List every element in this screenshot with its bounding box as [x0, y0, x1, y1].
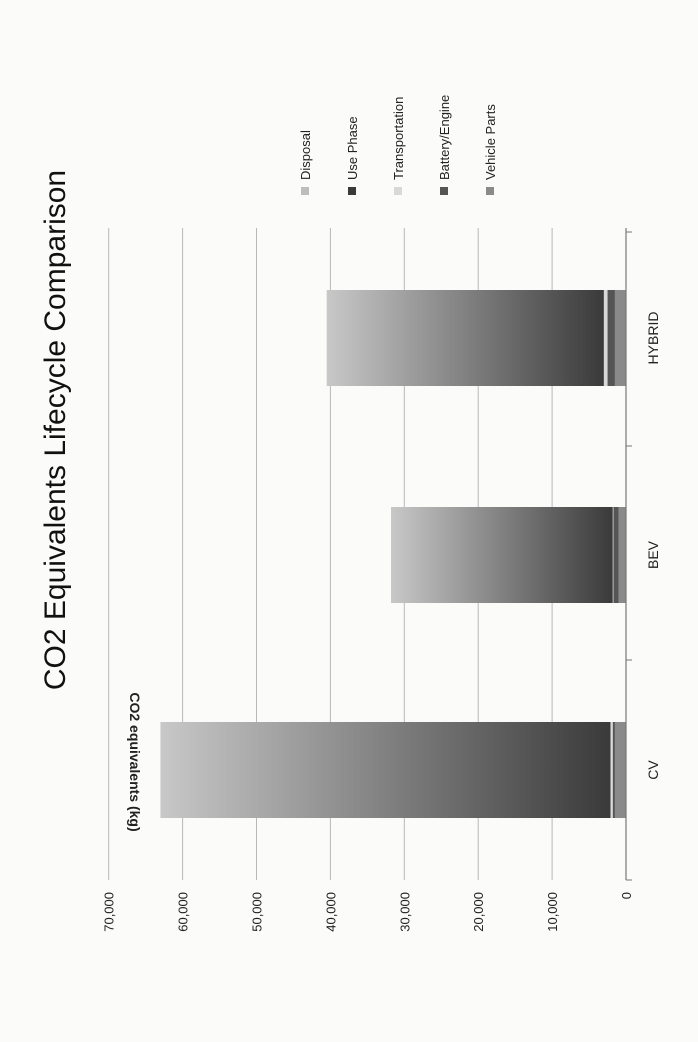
legend: Disposal Use Phase Transportation Battery/E… — [298, 95, 498, 195]
legend-label-vehicle-parts: Vehicle Parts — [483, 104, 498, 180]
bar-segment-use-phase-hybrid — [326, 290, 604, 386]
y-tick-label: 60,000 — [176, 892, 191, 932]
legend-label-disposal: Disposal — [298, 130, 313, 180]
y-tick-label: 0 — [619, 892, 634, 899]
category-label-bev: BEV — [645, 540, 661, 569]
category-label-cv: CV — [645, 760, 661, 780]
bars — [160, 290, 626, 818]
bar-segment-transportation-bev — [612, 507, 614, 603]
legend-swatch-vehicle-parts — [486, 187, 494, 195]
legend-swatch-disposal — [301, 187, 309, 195]
bar-segment-transportation-cv — [610, 722, 613, 818]
legend-swatch-use-phase — [348, 187, 356, 195]
y-axis-tick-labels: 0 10,000 20,000 30,000 40,000 50,000 60,000 70,… — [102, 892, 634, 932]
legend-label-use-phase: Use Phase — [345, 116, 360, 180]
legend-swatch-battery-engine — [440, 187, 448, 195]
y-tick-label: 50,000 — [250, 892, 265, 932]
y-tick-label: 10,000 — [545, 892, 560, 932]
bar-segment-vehicle-parts-bev — [618, 507, 626, 603]
legend-label-battery-engine: Battery/Engine — [437, 95, 452, 180]
y-tick-label: 40,000 — [323, 892, 338, 932]
legend-label-transportation: Transportation — [391, 97, 406, 180]
chart-title: CO2 Equivalents Lifecycle Comparison — [39, 170, 72, 690]
y-tick-label: 30,000 — [397, 892, 412, 932]
bar-segment-use-phase-bev — [390, 507, 613, 603]
y-tick-label: 70,000 — [102, 892, 117, 932]
bar-segment-battery-engine-hybrid — [607, 290, 615, 386]
y-tick-label: 20,000 — [471, 892, 486, 932]
y-axis-label: CO2 equivalents (kg) — [127, 692, 143, 831]
bar-segment-vehicle-parts-hybrid — [614, 290, 626, 386]
bar-segment-battery-engine-cv — [612, 722, 615, 818]
bar-segment-use-phase-cv — [160, 722, 611, 818]
category-labels: CV BEV HYBRID — [645, 312, 661, 780]
bar-segment-transportation-hybrid — [603, 290, 608, 386]
bar-segment-vehicle-parts-cv — [614, 722, 626, 818]
bar-segment-battery-engine-bev — [613, 507, 619, 603]
category-label-hybrid: HYBRID — [645, 312, 661, 365]
legend-swatch-transportation — [394, 187, 402, 195]
